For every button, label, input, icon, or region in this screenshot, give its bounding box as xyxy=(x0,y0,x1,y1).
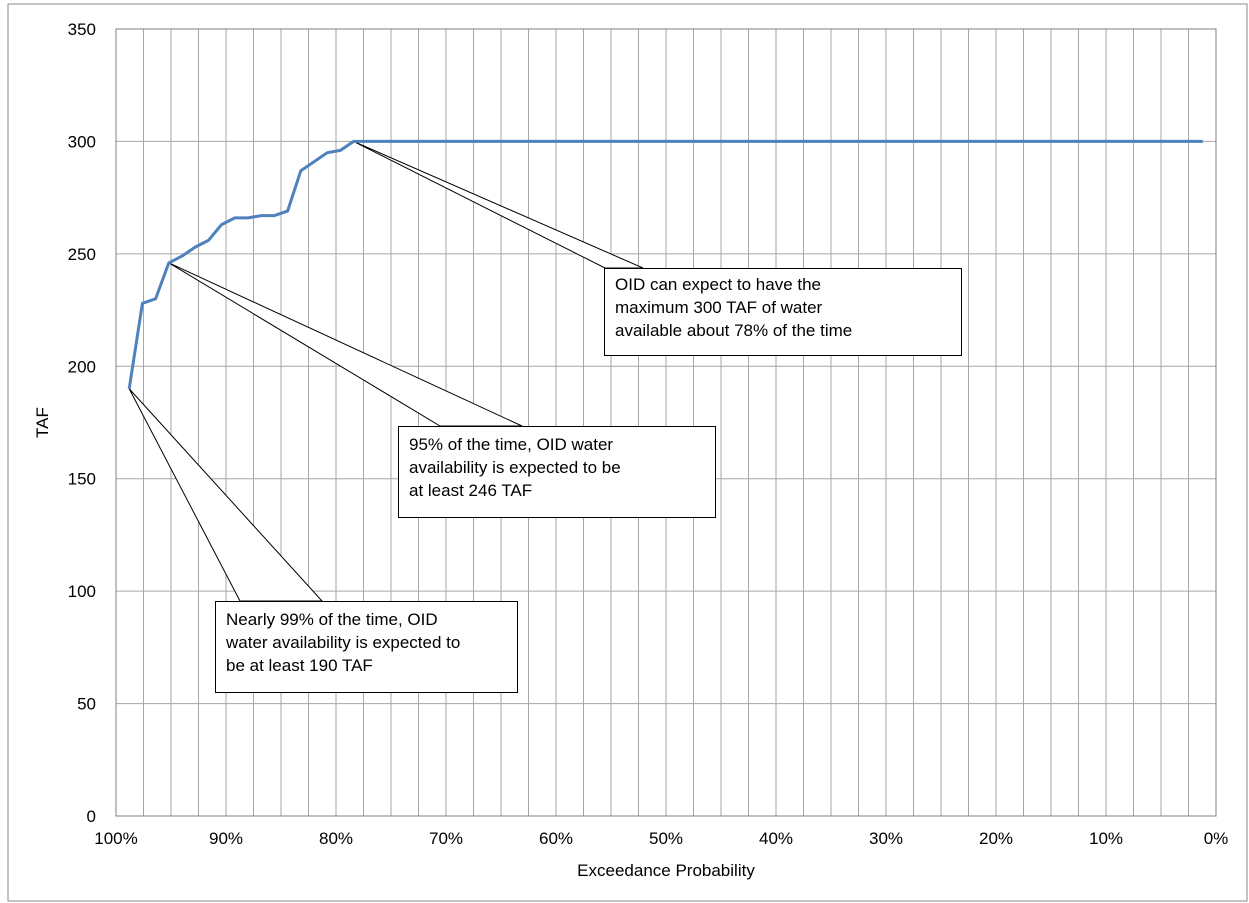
callout-max-300: OID can expect to have the maximum 300 T… xyxy=(604,268,962,356)
plot-border xyxy=(115,28,1217,817)
x-tick-label: 90% xyxy=(209,829,243,848)
x-tick-label: 0% xyxy=(1204,829,1229,848)
callout-95-percent: 95% of the time, OID water availability … xyxy=(398,426,716,518)
x-tick-label: 40% xyxy=(759,829,793,848)
y-tick-label: 250 xyxy=(68,245,96,264)
x-tick-label: 50% xyxy=(649,829,683,848)
x-tick-label: 30% xyxy=(869,829,903,848)
callout-99-percent: Nearly 99% of the time, OID water availa… xyxy=(215,601,518,693)
y-axis-title: TAF xyxy=(33,407,52,438)
plot-area xyxy=(115,28,1217,817)
callout-line: OID can expect to have the xyxy=(615,275,822,294)
x-tick-label: 20% xyxy=(979,829,1013,848)
callout-leader xyxy=(168,262,523,427)
series-line xyxy=(127,139,1203,390)
callout-leader xyxy=(353,140,644,269)
tick-labels: 0 50 100 150 200 250 300 350 100% 90% 80% 70% 60% 50%… xyxy=(68,20,1229,848)
callout-line: available about 78% of the time xyxy=(615,321,853,340)
callout-line: availability is expected to be xyxy=(409,458,621,477)
callout-line: maximum 300 TAF of water xyxy=(615,298,823,317)
callout-leaders xyxy=(128,140,644,602)
callout-line: Nearly 99% of the time, OID xyxy=(226,610,438,629)
y-tick-label: 50 xyxy=(77,695,96,714)
chart-border xyxy=(7,3,1248,902)
y-tick-label: 150 xyxy=(68,470,96,489)
x-tick-label: 60% xyxy=(539,829,573,848)
x-tick-label: 100% xyxy=(94,829,137,848)
callout-line: at least 246 TAF xyxy=(409,481,533,500)
y-tick-label: 200 xyxy=(68,357,96,376)
callout-line: 95% of the time, OID water xyxy=(409,435,614,454)
callout-line: water availability is expected to xyxy=(226,633,461,652)
y-tick-label: 100 xyxy=(68,582,96,601)
x-tick-label: 80% xyxy=(319,829,353,848)
y-tick-label: 300 xyxy=(68,132,96,151)
y-tick-label: 0 xyxy=(87,807,96,826)
x-tick-label: 10% xyxy=(1089,829,1123,848)
grid-lines xyxy=(115,28,1217,817)
x-tick-label: 70% xyxy=(429,829,463,848)
callout-line: be at least 190 TAF xyxy=(226,656,373,675)
x-axis-title: Exceedance Probability xyxy=(577,861,755,880)
y-tick-label: 350 xyxy=(68,20,96,39)
